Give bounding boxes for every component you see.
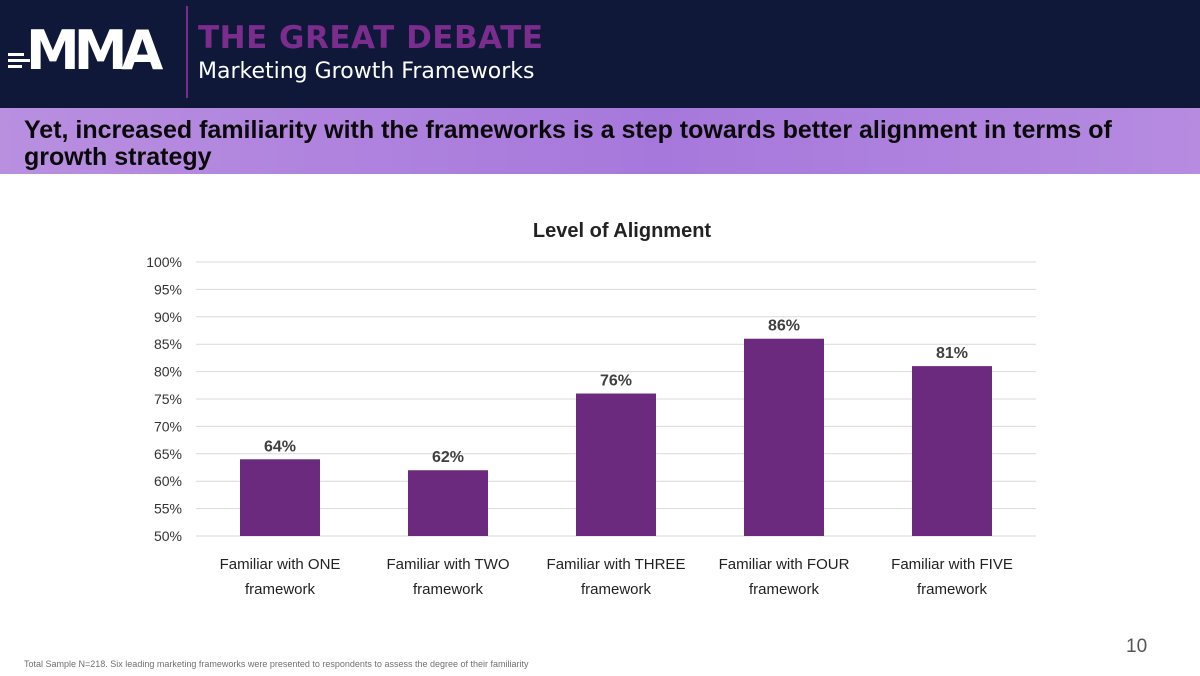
x-tick-label: framework xyxy=(749,581,820,598)
bar xyxy=(408,470,488,536)
chart-title: Level of Alignment xyxy=(533,220,712,242)
data-label: 62% xyxy=(432,449,464,466)
bar xyxy=(912,366,992,536)
x-tick-label: framework xyxy=(917,581,988,598)
y-tick-label: 70% xyxy=(154,418,182,434)
data-label: 81% xyxy=(936,345,968,362)
y-tick-label: 60% xyxy=(154,473,182,489)
x-tick-label: Familiar with FIVE xyxy=(891,556,1013,573)
headline-text: Yet, increased familiarity with the fram… xyxy=(24,116,1112,171)
headline-banner: Yet, increased familiarity with the fram… xyxy=(0,108,1200,174)
y-tick-label: 80% xyxy=(154,364,182,380)
header-subtitle: Marketing Growth Frameworks xyxy=(198,59,535,84)
x-tick-label: framework xyxy=(581,581,652,598)
bar-chart: Level of Alignment 50% 55% 60% 65% 70% 75% 80% 8… xyxy=(146,220,1036,598)
header-title: THE GREAT DEBATE xyxy=(198,20,544,56)
y-tick-label: 75% xyxy=(154,391,182,407)
data-label: 64% xyxy=(264,438,296,455)
y-tick-label: 85% xyxy=(154,336,182,352)
y-tick-label: 100% xyxy=(146,254,182,270)
x-tick-label: framework xyxy=(245,581,316,598)
logo-lines-icon xyxy=(8,53,32,73)
bar xyxy=(576,393,656,536)
y-tick-label: 50% xyxy=(154,528,182,544)
page-number: 10 xyxy=(1126,636,1148,657)
data-label: 86% xyxy=(768,318,800,335)
x-tick-label: framework xyxy=(413,581,484,598)
header: MMA THE GREAT DEBATE Marketing Growth Fr… xyxy=(0,0,1200,108)
x-tick-label: Familiar with FOUR xyxy=(719,556,850,573)
bar xyxy=(240,459,320,536)
logo-text: MMA xyxy=(26,19,163,82)
y-tick-label: 90% xyxy=(154,309,182,325)
x-tick-label: Familiar with TWO xyxy=(386,556,509,573)
y-tick-label: 55% xyxy=(154,501,182,517)
y-tick-label: 95% xyxy=(154,281,182,297)
x-tick-label: Familiar with ONE xyxy=(220,556,341,573)
data-label: 76% xyxy=(600,373,632,390)
mma-logo: MMA xyxy=(8,20,176,82)
footnote: Total Sample N=218. Six leading marketin… xyxy=(24,659,529,669)
header-divider xyxy=(186,6,188,98)
y-tick-label: 65% xyxy=(154,446,182,462)
x-tick-label: Familiar with THREE xyxy=(547,556,686,573)
bar xyxy=(744,338,824,536)
